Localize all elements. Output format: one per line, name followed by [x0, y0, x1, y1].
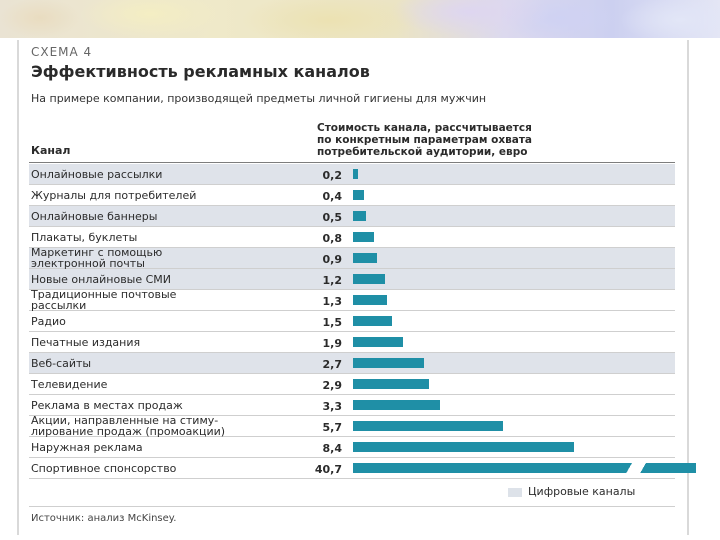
chart-label: Схема 4: [31, 45, 93, 59]
value-label: 3,3: [322, 400, 343, 413]
category-label: Веб-сайты: [31, 357, 92, 370]
value-header: Стоимость канала, рассчитывается по конк…: [317, 122, 533, 158]
value-label: 40,7: [314, 463, 342, 476]
value-label: 5,7: [322, 421, 343, 434]
value-label: 0,4: [322, 190, 343, 203]
chart-row: Телевидение 2,9: [29, 374, 675, 395]
chart-row: Онлайновые рассылки 0,2: [29, 164, 675, 185]
category-label: Акции, направленные на стиму- лирование …: [31, 414, 226, 438]
bar: [353, 190, 364, 200]
category-label: Онлайновые рассылки: [31, 168, 163, 181]
chart-row: Плакаты, буклеты 0,8: [29, 227, 675, 248]
chart-title: Эффективность рекламных каналов: [31, 62, 370, 81]
bar: [353, 442, 574, 452]
bar: [353, 232, 375, 242]
chart-row: Онлайновые баннеры 0,5: [29, 206, 675, 227]
category-label: Наружная реклама: [31, 441, 143, 454]
chart-card: Схема 4 Эффективность рекламных каналов …: [17, 40, 696, 535]
bar: [353, 421, 503, 431]
value-label: 1,5: [322, 316, 343, 329]
chart-row: Новые онлайновые СМИ 1,2: [29, 269, 675, 290]
chart-row: Реклама в местах продаж 3,3: [29, 395, 675, 416]
chart-row: Веб-сайты 2,7: [29, 353, 675, 374]
value-label: 0,5: [322, 211, 343, 224]
value-label: 2,9: [322, 379, 343, 392]
bar: [353, 169, 359, 179]
footer-divider: [29, 506, 675, 507]
bar: [353, 253, 377, 263]
header-divider: [29, 162, 675, 163]
value-label: 8,4: [322, 442, 343, 455]
bar: [353, 274, 385, 284]
bar: [353, 358, 425, 368]
chart-subtitle: На примере компании, производящей предме…: [31, 92, 487, 105]
category-label: Журналы для потребителей: [31, 189, 197, 202]
category-label: Плакаты, буклеты: [31, 231, 138, 244]
category-label: Радио: [31, 315, 66, 328]
bar: [353, 337, 403, 347]
category-label: Телевидение: [31, 378, 108, 391]
category-label: Спортивное спонсорство: [31, 462, 177, 475]
chart-row: Наружная реклама 8,4: [29, 437, 675, 458]
value-label: 0,2: [322, 169, 343, 182]
category-label: Новые онлайновые СМИ: [31, 273, 172, 286]
value-label: 0,8: [322, 232, 343, 245]
chart-row: Спортивное спонсорство 40,7: [29, 458, 696, 479]
decorative-banner: [0, 0, 720, 38]
category-label: Онлайновые баннеры: [31, 210, 158, 223]
chart-row: Традиционные почтовые рассылки 1,3: [29, 288, 675, 312]
bar: [353, 295, 388, 305]
value-label: 1,9: [322, 337, 343, 350]
category-label: Реклама в местах продаж: [31, 399, 183, 412]
legend-label: Цифровые каналы: [528, 485, 636, 498]
chart-row: Радио 1,5: [29, 311, 675, 332]
value-label: 1,2: [322, 274, 343, 287]
bar: [353, 463, 696, 473]
chart-row: Маркетинг с помощью электронной почты 0,9: [29, 246, 675, 270]
value-label: 0,9: [322, 253, 343, 266]
category-label: Маркетинг с помощью электронной почты: [31, 246, 163, 270]
bar: [353, 211, 367, 221]
value-label: 2,7: [322, 358, 343, 371]
category-label: Печатные издания: [31, 336, 141, 349]
bar: [353, 316, 393, 326]
category-header: Канал: [31, 144, 71, 157]
source-note: Источник: анализ McKinsey.: [31, 513, 177, 524]
category-label: Традиционные почтовые рассылки: [31, 288, 177, 312]
legend-swatch: [508, 488, 522, 497]
chart-row: Журналы для потребителей 0,4: [29, 185, 675, 206]
value-label: 1,3: [322, 295, 343, 308]
bar: [353, 379, 430, 389]
chart-row: Акции, направленные на стиму- лирование …: [29, 414, 675, 438]
bar: [353, 400, 440, 410]
chart-row: Печатные издания 1,9: [29, 332, 675, 353]
